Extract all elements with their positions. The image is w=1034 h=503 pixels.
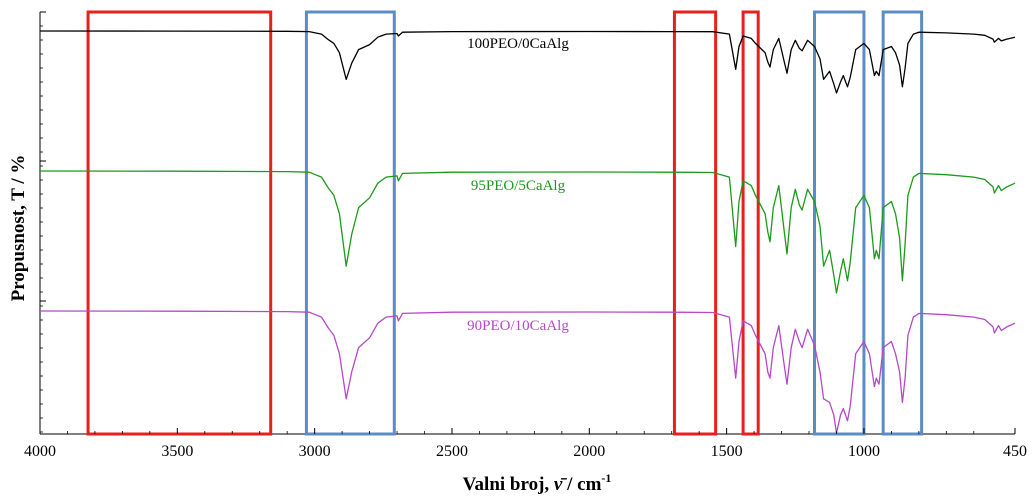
x-tick-label-1000: 1000: [848, 443, 880, 460]
highlight-box-3: [672, 10, 718, 436]
x-tick-label-4000: 4000: [24, 443, 56, 460]
x-tick-label-2500: 2500: [436, 443, 468, 460]
plot-area: [39, 12, 1015, 435]
highlight-boxes: [86, 10, 924, 436]
series-label-2: 95PEO/5CaAlg: [471, 178, 566, 194]
highlight-box-2: [304, 10, 396, 436]
highlight-box-4: [741, 10, 760, 436]
axis-ticks: 4000 3500 3000 2500 2000 1500 1000 450: [24, 11, 1027, 460]
series-line-2: [39, 170, 1016, 294]
highlight-box-5: [813, 10, 866, 436]
x-tick-label-2000: 2000: [573, 443, 605, 460]
x-axis-title: Valni broj, ν̄ / cm-1: [463, 471, 612, 495]
highlight-box-1: [86, 10, 273, 436]
spectrum-series: [39, 30, 1016, 434]
x-axis-title-unit: / cm: [562, 474, 601, 495]
series-line-1: [39, 30, 1016, 94]
y-axis-title: Propusnost, T / %: [8, 155, 29, 302]
x-tick-label-3000: 3000: [299, 443, 331, 460]
highlight-box-6: [881, 10, 924, 436]
series-line-3: [39, 310, 1016, 434]
x-axis-title-exponent: -1: [601, 471, 611, 485]
x-tick-label-450: 450: [1003, 443, 1027, 460]
x-tick-label-1500: 1500: [711, 443, 743, 460]
series-label-3: 90PEO/10CaAlg: [467, 318, 569, 334]
series-labels: 100PEO/0CaAlg 95PEO/5CaAlg 90PEO/10CaAlg: [467, 36, 569, 334]
series-label-1: 100PEO/0CaAlg: [467, 36, 569, 52]
x-axis-title-main: Valni broj,: [463, 474, 554, 495]
x-tick-label-3500: 3500: [161, 443, 193, 460]
